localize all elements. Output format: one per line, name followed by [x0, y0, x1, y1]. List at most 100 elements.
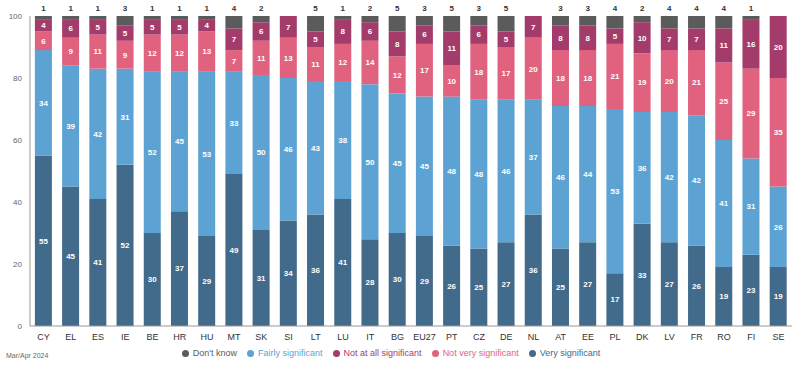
svg-text:HR: HR — [173, 332, 186, 342]
svg-text:8: 8 — [585, 34, 590, 43]
svg-text:17: 17 — [420, 66, 429, 75]
svg-text:41: 41 — [93, 258, 102, 267]
svg-text:45: 45 — [420, 162, 429, 171]
svg-text:5: 5 — [150, 23, 155, 32]
svg-text:36: 36 — [638, 164, 647, 173]
svg-text:IT: IT — [366, 332, 375, 342]
svg-text:1: 1 — [150, 4, 155, 13]
svg-text:2: 2 — [640, 4, 645, 13]
svg-text:8: 8 — [341, 27, 346, 36]
svg-text:29: 29 — [747, 109, 756, 118]
svg-text:4: 4 — [204, 21, 209, 30]
svg-text:11: 11 — [311, 60, 320, 69]
svg-text:23: 23 — [747, 286, 756, 295]
svg-text:16: 16 — [747, 40, 756, 49]
svg-text:6: 6 — [422, 30, 427, 39]
svg-text:46: 46 — [284, 145, 293, 154]
svg-text:9: 9 — [123, 51, 128, 60]
svg-text:13: 13 — [284, 54, 293, 63]
svg-text:100: 100 — [9, 12, 23, 21]
svg-text:34: 34 — [284, 269, 293, 278]
svg-text:46: 46 — [556, 173, 565, 182]
svg-text:5: 5 — [613, 32, 618, 41]
svg-text:SI: SI — [284, 332, 293, 342]
svg-text:19: 19 — [774, 292, 783, 301]
svg-text:50: 50 — [366, 158, 375, 167]
svg-text:6: 6 — [68, 24, 73, 33]
svg-text:DE: DE — [500, 332, 513, 342]
svg-text:7: 7 — [531, 23, 536, 32]
svg-text:PL: PL — [610, 332, 621, 342]
svg-text:25: 25 — [556, 283, 565, 292]
svg-text:4: 4 — [613, 4, 618, 13]
svg-text:41: 41 — [719, 199, 728, 208]
svg-text:10: 10 — [638, 34, 647, 43]
svg-text:46: 46 — [502, 167, 511, 176]
svg-text:48: 48 — [474, 170, 483, 179]
svg-text:18: 18 — [556, 74, 565, 83]
svg-text:11: 11 — [257, 54, 266, 63]
svg-text:12: 12 — [338, 58, 347, 67]
svg-text:42: 42 — [665, 173, 674, 182]
svg-text:31: 31 — [747, 202, 756, 211]
svg-text:25: 25 — [719, 97, 728, 106]
svg-text:53: 53 — [202, 150, 211, 159]
svg-text:1: 1 — [41, 4, 46, 13]
svg-text:LU: LU — [337, 332, 349, 342]
svg-text:26: 26 — [692, 282, 701, 291]
svg-text:20: 20 — [529, 65, 538, 74]
svg-text:12: 12 — [148, 49, 157, 58]
svg-text:1: 1 — [68, 4, 73, 13]
svg-text:17: 17 — [610, 295, 619, 304]
svg-text:FR: FR — [691, 332, 703, 342]
svg-text:43: 43 — [311, 144, 320, 153]
svg-text:30: 30 — [148, 275, 157, 284]
svg-text:IE: IE — [121, 332, 130, 342]
svg-text:1: 1 — [177, 4, 182, 13]
svg-text:5: 5 — [313, 4, 318, 13]
svg-text:55: 55 — [39, 237, 48, 246]
svg-text:50: 50 — [257, 148, 266, 157]
svg-text:7: 7 — [232, 35, 237, 44]
svg-text:30: 30 — [393, 275, 402, 284]
svg-text:1: 1 — [96, 4, 101, 13]
svg-text:PT: PT — [446, 332, 458, 342]
svg-text:4: 4 — [694, 4, 699, 13]
svg-text:45: 45 — [175, 137, 184, 146]
svg-text:19: 19 — [719, 292, 728, 301]
svg-text:5: 5 — [96, 23, 101, 32]
svg-text:13: 13 — [202, 47, 211, 56]
svg-text:20: 20 — [13, 260, 22, 269]
svg-text:26: 26 — [774, 223, 783, 232]
svg-text:19: 19 — [638, 78, 647, 87]
svg-text:5: 5 — [504, 35, 509, 44]
svg-text:DK: DK — [636, 332, 649, 342]
svg-text:EU27: EU27 — [413, 332, 436, 342]
svg-text:7: 7 — [667, 35, 672, 44]
svg-text:SE: SE — [772, 332, 784, 342]
svg-text:2: 2 — [368, 4, 373, 13]
svg-text:29: 29 — [202, 277, 211, 286]
svg-text:27: 27 — [665, 280, 674, 289]
svg-text:35: 35 — [774, 128, 783, 137]
svg-text:44: 44 — [583, 170, 592, 179]
svg-text:7: 7 — [694, 35, 699, 44]
svg-text:1: 1 — [341, 4, 346, 13]
svg-text:4: 4 — [41, 21, 46, 30]
svg-text:5: 5 — [395, 4, 400, 13]
svg-text:60: 60 — [13, 136, 22, 145]
svg-text:SK: SK — [255, 332, 267, 342]
svg-text:80: 80 — [13, 74, 22, 83]
svg-text:FI: FI — [747, 332, 755, 342]
svg-text:31: 31 — [121, 113, 130, 122]
svg-text:27: 27 — [502, 280, 511, 289]
svg-text:40: 40 — [13, 198, 22, 207]
svg-text:5: 5 — [177, 23, 182, 32]
svg-text:17: 17 — [502, 69, 511, 78]
svg-text:37: 37 — [529, 153, 538, 162]
svg-text:6: 6 — [259, 27, 264, 36]
svg-text:5: 5 — [123, 29, 128, 38]
svg-text:45: 45 — [393, 159, 402, 168]
svg-text:AT: AT — [555, 332, 566, 342]
svg-text:28: 28 — [366, 278, 375, 287]
